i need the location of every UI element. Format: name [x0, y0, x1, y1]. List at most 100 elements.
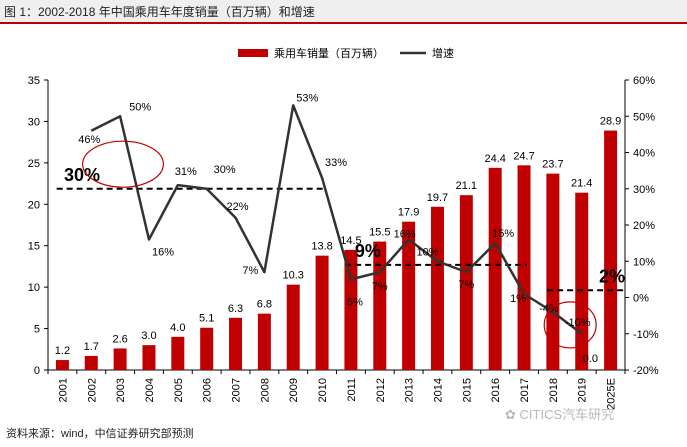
growth-value-label: -4% — [539, 303, 559, 315]
bar-value-label: 3.0 — [141, 330, 156, 342]
x-tick-label: 2016 — [490, 378, 502, 402]
x-tick-label: 2008 — [259, 378, 271, 402]
x-tick-label: 2001 — [57, 378, 69, 402]
growth-value-label: 15% — [492, 228, 514, 240]
bar — [604, 130, 618, 370]
bar-value-label: 17.9 — [398, 207, 419, 219]
growth-value-label: 53% — [296, 92, 318, 104]
watermark: ✿ CITICS汽车研究 — [505, 404, 614, 423]
left-tick-label: 20 — [28, 199, 40, 211]
bar — [402, 221, 416, 370]
bar-value-label: 28.9 — [600, 116, 621, 128]
growth-value-label: 7% — [242, 265, 258, 277]
right-tick-label: 50% — [633, 111, 655, 123]
left-tick-label: 30 — [28, 116, 40, 128]
wechat-icon: ✿ — [505, 407, 516, 422]
growth-value-label: 22% — [227, 201, 249, 213]
growth-value-label: 50% — [129, 101, 151, 113]
bar — [200, 327, 214, 370]
source-note: 资料来源：wind，中信证券研究部预测 — [6, 428, 194, 440]
bar-value-label: 1.2 — [55, 345, 70, 357]
x-tick-label: 2013 — [404, 378, 416, 402]
bar — [84, 355, 98, 370]
growth-value-label: 5% — [347, 296, 363, 308]
bar-value-label: 21.4 — [571, 178, 592, 190]
x-tick-label: 2003 — [115, 378, 127, 402]
bar — [113, 348, 127, 370]
bar-value-label: 4.0 — [170, 322, 185, 334]
legend-bar-swatch — [238, 49, 268, 57]
growth-value-label: -10% — [565, 317, 591, 329]
bar — [257, 313, 271, 370]
bar — [55, 360, 69, 370]
bar — [142, 345, 156, 370]
average-label: 2% — [599, 266, 625, 286]
x-tick-label: 2011 — [346, 378, 358, 402]
bar-value-label: 19.7 — [427, 192, 448, 204]
bar-value-label: 5.1 — [199, 313, 214, 325]
left-tick-label: 15 — [28, 241, 40, 253]
title-bar: 图 1：2002-2018 年中国乘用车年度销量（百万辆）和增速 — [0, 0, 687, 24]
bar — [488, 167, 502, 370]
right-tick-label: 10% — [633, 256, 655, 268]
bar-value-label: 1.7 — [84, 341, 99, 353]
bar-value-label: 24.4 — [484, 153, 505, 165]
bar-value-label: 24.7 — [513, 150, 534, 162]
figure-title: 图 1：2002-2018 年中国乘用车年度销量（百万辆）和增速 — [4, 5, 315, 19]
x-tick-label: 2025E — [606, 378, 618, 410]
x-tick-label: 2002 — [86, 378, 98, 402]
x-tick-label: 2017 — [519, 378, 531, 402]
bar — [575, 192, 589, 370]
highlight-circle — [82, 140, 165, 188]
extra-value-label: 0.0 — [583, 353, 598, 365]
bar — [315, 255, 329, 370]
right-tick-label: 0% — [633, 293, 649, 305]
right-tick-label: 60% — [633, 75, 655, 87]
legend-bar-label: 乘用车销量（百万辆） — [274, 46, 384, 60]
watermark-text: CITICS汽车研究 — [519, 407, 615, 422]
bar — [171, 336, 185, 370]
x-tick-label: 2010 — [317, 378, 329, 402]
average-label: 9% — [355, 241, 381, 261]
x-tick-label: 2014 — [432, 378, 444, 402]
right-tick-label: 20% — [633, 220, 655, 232]
x-tick-label: 2015 — [461, 378, 473, 402]
bar-value-label: 23.7 — [542, 159, 563, 171]
bar — [229, 317, 243, 370]
bar — [344, 249, 358, 370]
left-tick-label: 10 — [28, 282, 40, 294]
legend-line-label: 增速 — [432, 46, 454, 60]
bar — [546, 173, 560, 370]
x-tick-label: 2007 — [231, 378, 243, 402]
x-tick-label: 2006 — [202, 378, 214, 402]
bar-value-label: 21.1 — [456, 180, 477, 192]
x-tick-label: 2018 — [548, 378, 560, 402]
left-tick-label: 5 — [34, 324, 40, 336]
growth-value-label: 31% — [175, 166, 197, 178]
right-tick-label: 40% — [633, 148, 655, 160]
x-tick-label: 2019 — [577, 378, 589, 402]
growth-value-label: 7% — [372, 281, 388, 293]
bar-value-label: 6.8 — [257, 299, 272, 311]
average-label: 30% — [64, 165, 100, 185]
bar-value-label: 2.6 — [112, 333, 127, 345]
x-tick-label: 2009 — [288, 378, 300, 402]
bar-value-label: 6.3 — [228, 303, 243, 315]
growth-value-label: 1% — [510, 293, 526, 305]
bar-value-label: 13.8 — [311, 241, 332, 253]
bar — [430, 206, 444, 370]
right-tick-label: -10% — [633, 329, 659, 341]
x-tick-label: 2012 — [375, 378, 387, 402]
right-tick-label: -20% — [633, 365, 659, 377]
growth-value-label: 10% — [416, 246, 438, 258]
growth-value-label: 46% — [78, 134, 100, 146]
x-tick-label: 2004 — [144, 378, 156, 402]
bar — [459, 195, 473, 370]
growth-value-label: 7% — [458, 279, 474, 291]
x-tick-label: 2005 — [173, 378, 185, 402]
bar — [286, 284, 300, 370]
left-tick-label: 25 — [28, 158, 40, 170]
right-tick-label: 30% — [633, 184, 655, 196]
growth-line — [90, 104, 583, 335]
